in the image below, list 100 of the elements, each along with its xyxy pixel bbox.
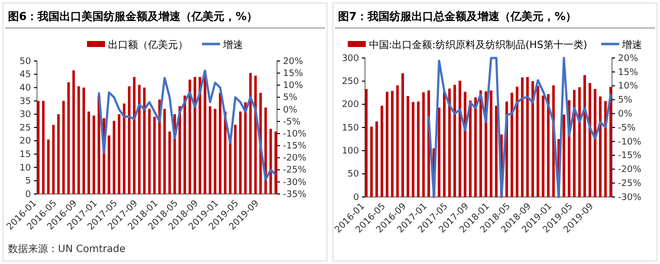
y2-tick-label: -15% [618,151,642,162]
bar [370,126,373,197]
chart-title: 图7：我国纺服出口总金额及增速（亿美元，%） [338,10,577,23]
y2-tick-label: 0% [283,105,298,116]
y-tick-label: 200 [342,100,360,110]
bar [47,139,50,194]
bar [516,86,518,197]
y-tick-label: 150 [342,123,360,134]
bar [396,85,399,197]
bar [42,100,45,194]
bar [57,114,60,194]
legend-label: 增速 [222,39,243,51]
bar [198,76,202,194]
bar [194,76,196,194]
bar [422,92,425,197]
bar [249,72,252,194]
bar [112,120,116,194]
bar [448,88,451,197]
y2-tick-label: 15% [283,68,304,79]
y2-tick-label: 5% [618,96,633,106]
bar [239,112,242,194]
bar [521,77,524,197]
bar [599,96,602,197]
bar [406,96,410,197]
y2-tick-label: -20% [283,154,307,164]
bar [380,106,384,197]
y-tick-label: 20 [20,136,32,147]
y2-tick-label: 10% [283,81,304,92]
bar [234,124,237,194]
y-tick-label: 10 [20,163,32,174]
bar [138,84,141,194]
bar [229,140,232,194]
y2-tick-label: 20% [618,54,638,64]
y-tick-label: 5 [25,176,31,187]
bar [386,92,388,197]
bar [128,86,130,194]
line-series [98,70,277,181]
y2-tick-label: -25% [283,166,307,176]
y2-tick-label: 20% [283,56,304,67]
y2-tick-label: -15% [283,142,307,152]
bar [526,76,529,197]
y2-tick-label: -10% [618,137,642,148]
bar [588,83,592,197]
legend-label: 增速 [621,39,642,51]
bar [133,76,136,194]
bar [474,97,477,197]
y-tick-label: 300 [342,54,360,64]
y2-tick-label: -30% [283,178,307,188]
legend-label: 中国:出口金额:纺织原料及纺织制品(HS第十一类) [368,39,588,51]
bar [412,102,414,197]
bar [594,89,596,197]
y-tick-label: 250 [342,77,360,88]
y-tick-label: 25 [20,123,31,134]
bar [604,101,607,197]
chart-title: 图6：我国出口美国纺服金额及增速（亿美元，%） [8,10,258,23]
bar [244,102,247,194]
y2-tick-label: 10% [618,82,638,92]
bar [168,131,171,194]
y-tick-label: 40 [20,83,32,94]
bar [52,124,55,194]
bar [453,84,456,197]
bar [542,96,544,197]
bar [417,102,420,197]
bar [208,106,212,194]
bar [214,108,216,194]
bar [490,90,492,197]
y-tick-label: 50 [348,170,360,180]
bar [67,82,70,194]
bar [178,106,181,194]
bar [401,73,404,197]
bar [365,89,368,197]
bar [88,112,90,194]
source-note: 数据来源：UN Comtrade [8,243,126,255]
bar [391,90,394,197]
bar [536,86,540,197]
bar [62,100,65,194]
y-tick-label: 0 [353,192,360,203]
line-series [428,56,612,198]
bar [184,96,186,194]
y2-tick-label: -10% [283,129,307,140]
bar [578,87,581,197]
y2-tick-label: -5% [283,117,301,128]
bar [269,128,272,194]
y2-tick-label: -35% [283,190,307,200]
y-tick-label: 35 [20,96,31,107]
y2-tick-label: -5% [618,123,636,134]
bar [495,106,498,197]
bar [143,88,146,194]
y2-tick-label: 5% [283,93,298,104]
y2-tick-label: -30% [618,192,642,203]
bar [148,108,151,194]
bar [583,75,586,197]
bar [37,100,40,194]
bar [188,80,192,194]
y-tick-label: 15 [20,150,31,160]
y-tick-label: 30 [20,110,32,120]
bar [82,88,85,194]
bar [72,70,75,194]
y-tick-label: 45 [20,70,31,80]
bar [77,86,80,194]
